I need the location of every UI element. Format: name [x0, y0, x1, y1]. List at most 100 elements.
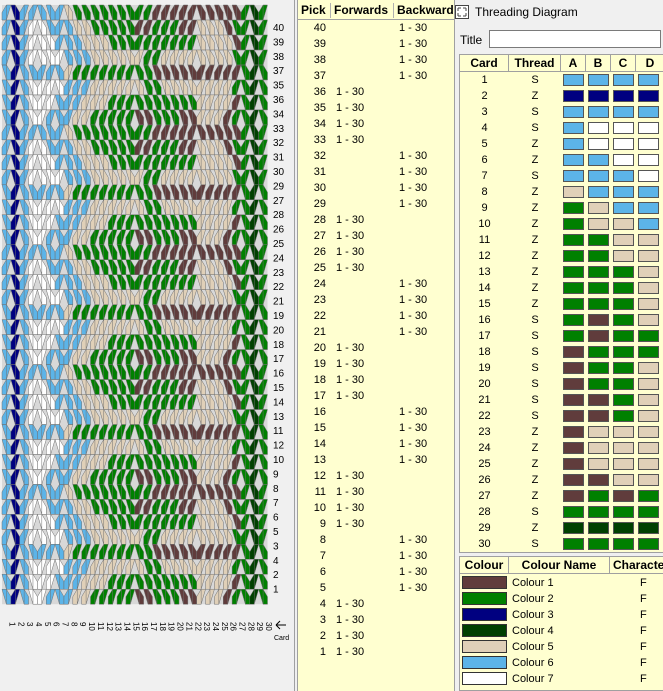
hole-b-header[interactable]: B: [586, 55, 611, 72]
hole-c-cell[interactable]: [613, 394, 634, 406]
hole-b-cell[interactable]: [588, 282, 609, 294]
hole-c-cell[interactable]: [613, 362, 634, 374]
thread-direction[interactable]: Z: [531, 138, 539, 150]
thread-direction[interactable]: Z: [531, 234, 539, 246]
hole-b-cell[interactable]: [588, 314, 609, 326]
card-row[interactable]: 15 Z: [460, 296, 663, 312]
hole-a-cell[interactable]: [563, 202, 584, 214]
pick-row[interactable]: 33 1 - 30: [298, 132, 455, 148]
pick-row[interactable]: 27 1 - 30: [298, 228, 455, 244]
card-row[interactable]: 29 Z: [460, 520, 663, 536]
hole-c-cell[interactable]: [613, 314, 634, 326]
hole-a-cell[interactable]: [563, 186, 584, 198]
pick-row[interactable]: 3 1 - 30: [298, 612, 455, 628]
hole-c-cell[interactable]: [613, 138, 634, 150]
card-row[interactable]: 20 S: [460, 376, 663, 392]
thread-direction[interactable]: Z: [531, 266, 539, 278]
pick-row[interactable]: 13 1 - 30: [298, 452, 455, 468]
card-row[interactable]: 14 Z: [460, 280, 663, 296]
colour-row[interactable]: Colour 2 F: [460, 591, 663, 607]
hole-d-cell[interactable]: [638, 250, 659, 262]
hole-d-cell[interactable]: [638, 138, 659, 150]
thread-direction[interactable]: S: [531, 362, 539, 374]
card-row[interactable]: 27 Z: [460, 488, 663, 504]
card-row[interactable]: 23 Z: [460, 424, 663, 440]
hole-d-cell[interactable]: [638, 202, 659, 214]
pick-row[interactable]: 1 1 - 30: [298, 644, 455, 660]
hole-d-cell[interactable]: [638, 218, 659, 230]
hole-d-cell[interactable]: [638, 410, 659, 422]
thread-direction[interactable]: S: [531, 122, 539, 134]
thread-direction[interactable]: Z: [531, 202, 539, 214]
colour-swatch[interactable]: [462, 624, 507, 637]
hole-c-cell[interactable]: [613, 282, 634, 294]
hole-a-cell[interactable]: [563, 314, 584, 326]
card-row[interactable]: 13 Z: [460, 264, 663, 280]
hole-c-cell[interactable]: [613, 186, 634, 198]
hole-c-cell[interactable]: [613, 426, 634, 438]
hole-b-cell[interactable]: [588, 106, 609, 118]
hole-c-cell[interactable]: [613, 506, 634, 518]
hole-a-cell[interactable]: [563, 394, 584, 406]
hole-b-cell[interactable]: [588, 186, 609, 198]
hole-d-cell[interactable]: [638, 282, 659, 294]
hole-d-cell[interactable]: [638, 266, 659, 278]
colour-header[interactable]: Colour: [460, 557, 509, 574]
hole-c-cell[interactable]: [613, 378, 634, 390]
hole-a-cell[interactable]: [563, 234, 584, 246]
hole-d-cell[interactable]: [638, 170, 659, 182]
hole-b-cell[interactable]: [588, 154, 609, 166]
thread-direction[interactable]: Z: [531, 522, 539, 534]
hole-a-cell[interactable]: [563, 346, 584, 358]
thread-direction[interactable]: Z: [531, 186, 539, 198]
card-row[interactable]: 19 S: [460, 360, 663, 376]
hole-a-header[interactable]: A: [561, 55, 586, 72]
colour-swatch[interactable]: [462, 656, 507, 669]
hole-b-cell[interactable]: [588, 202, 609, 214]
thread-direction[interactable]: S: [531, 170, 539, 182]
hole-a-cell[interactable]: [563, 74, 584, 86]
pick-row[interactable]: 10 1 - 30: [298, 500, 455, 516]
hole-c-cell[interactable]: [613, 298, 634, 310]
hole-a-cell[interactable]: [563, 154, 584, 166]
hole-c-cell[interactable]: [613, 490, 634, 502]
pick-row[interactable]: 37 1 - 30: [298, 68, 455, 84]
hole-a-cell[interactable]: [563, 410, 584, 422]
thread-direction[interactable]: S: [531, 346, 539, 358]
hole-b-cell[interactable]: [588, 122, 609, 134]
hole-b-cell[interactable]: [588, 474, 609, 486]
pick-row[interactable]: 20 1 - 30: [298, 340, 455, 356]
hole-d-header[interactable]: D: [636, 55, 663, 72]
hole-a-cell[interactable]: [563, 170, 584, 182]
hole-b-cell[interactable]: [588, 538, 609, 550]
hole-d-cell[interactable]: [638, 394, 659, 406]
hole-d-cell[interactable]: [638, 458, 659, 470]
pick-row[interactable]: 22 1 - 30: [298, 308, 455, 324]
hole-a-cell[interactable]: [563, 490, 584, 502]
hole-c-header[interactable]: C: [611, 55, 636, 72]
hole-d-cell[interactable]: [638, 362, 659, 374]
hole-d-cell[interactable]: [638, 186, 659, 198]
hole-c-cell[interactable]: [613, 74, 634, 86]
colour-swatch[interactable]: [462, 592, 507, 605]
card-row[interactable]: 17 S: [460, 328, 663, 344]
hole-b-cell[interactable]: [588, 506, 609, 518]
pick-row[interactable]: 40 1 - 30: [298, 20, 455, 36]
pick-row[interactable]: 21 1 - 30: [298, 324, 455, 340]
hole-d-cell[interactable]: [638, 74, 659, 86]
hole-d-cell[interactable]: [638, 330, 659, 342]
thread-direction[interactable]: Z: [531, 90, 539, 102]
title-input[interactable]: [489, 30, 661, 48]
colour-swatch[interactable]: [462, 640, 507, 653]
hole-c-cell[interactable]: [613, 410, 634, 422]
card-row[interactable]: 28 S: [460, 504, 663, 520]
thread-direction[interactable]: Z: [531, 298, 539, 310]
thread-direction[interactable]: Z: [531, 250, 539, 262]
hole-a-cell[interactable]: [563, 538, 584, 550]
card-row[interactable]: 30 S: [460, 536, 663, 552]
hole-b-cell[interactable]: [588, 378, 609, 390]
hole-a-cell[interactable]: [563, 442, 584, 454]
card-row[interactable]: 11 Z: [460, 232, 663, 248]
card-row[interactable]: 22 S: [460, 408, 663, 424]
thread-direction[interactable]: S: [531, 74, 539, 86]
